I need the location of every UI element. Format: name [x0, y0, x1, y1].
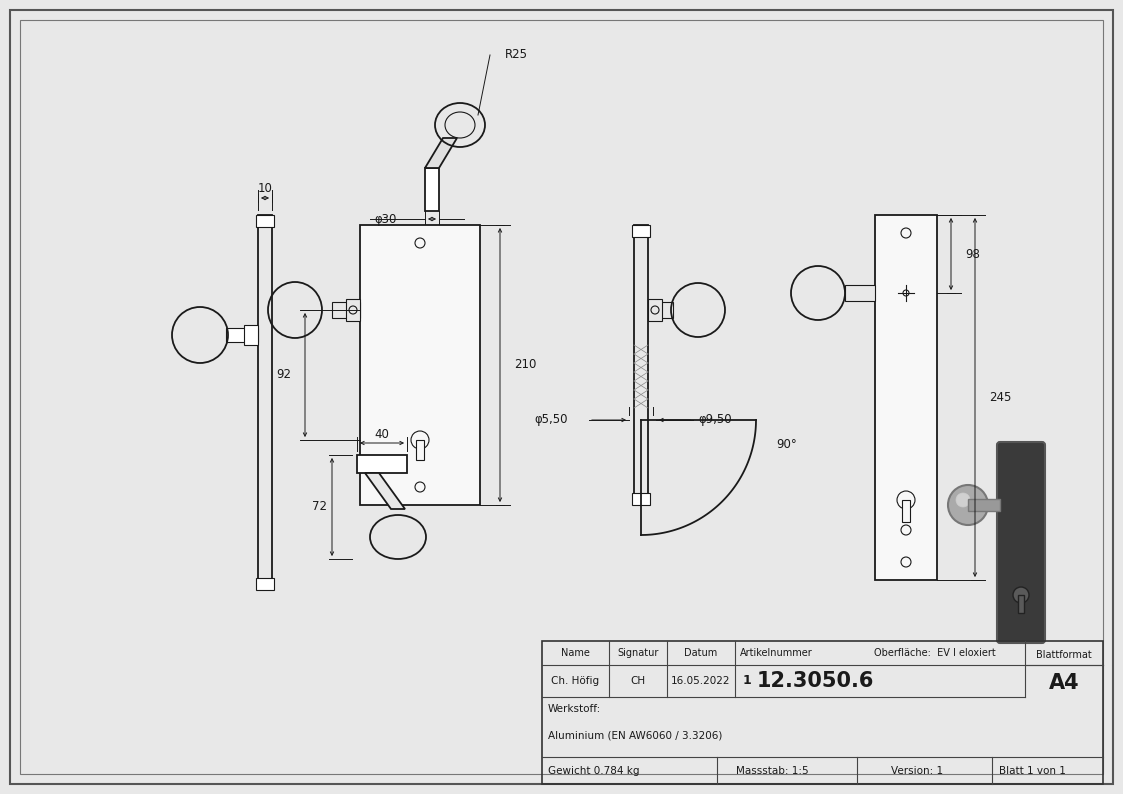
Bar: [256, 215, 274, 227]
Bar: [875, 215, 937, 580]
Bar: [346, 299, 360, 321]
Bar: [844, 285, 875, 301]
Text: Oberfläche:  EV I eloxiert: Oberfläche: EV I eloxiert: [874, 648, 996, 658]
Bar: [632, 225, 650, 237]
Bar: [634, 225, 648, 505]
Circle shape: [1013, 587, 1029, 603]
Text: Blatt 1 von 1: Blatt 1 von 1: [998, 765, 1066, 776]
Text: Massstab: 1:5: Massstab: 1:5: [736, 765, 809, 776]
Text: 16.05.2022: 16.05.2022: [672, 676, 731, 686]
Circle shape: [903, 290, 909, 296]
Bar: [360, 225, 480, 505]
Text: Werkstoff:: Werkstoff:: [548, 704, 601, 714]
Bar: [902, 500, 910, 522]
Text: CH: CH: [630, 676, 646, 686]
Text: 92: 92: [276, 368, 291, 381]
Text: 98: 98: [965, 248, 980, 260]
Text: Signatur: Signatur: [618, 648, 659, 658]
Text: Version: 1: Version: 1: [891, 765, 943, 776]
Text: Aluminium (EN AW6060 / 3.3206): Aluminium (EN AW6060 / 3.3206): [548, 730, 722, 740]
Text: φ5,50: φ5,50: [535, 414, 567, 426]
Text: 12.3050.6: 12.3050.6: [757, 671, 875, 691]
Bar: [258, 215, 272, 590]
Bar: [632, 493, 650, 505]
Bar: [256, 578, 274, 590]
Text: 10: 10: [257, 183, 273, 195]
Text: Ch. Höfig: Ch. Höfig: [551, 676, 600, 686]
Text: 1: 1: [743, 674, 751, 688]
Text: φ30: φ30: [375, 213, 398, 225]
Polygon shape: [365, 473, 405, 509]
Circle shape: [948, 485, 988, 525]
Text: 210: 210: [514, 359, 537, 372]
Bar: [424, 168, 439, 211]
Bar: [226, 328, 258, 342]
Text: Artikelnummer: Artikelnummer: [740, 648, 813, 658]
Bar: [648, 302, 673, 318]
Text: A4: A4: [1049, 673, 1079, 692]
Text: Name: Name: [562, 648, 590, 658]
Text: R25: R25: [505, 48, 528, 61]
Circle shape: [956, 493, 970, 507]
Text: Datum: Datum: [684, 648, 718, 658]
Text: Gewicht 0.784 kg: Gewicht 0.784 kg: [548, 765, 639, 776]
Bar: [244, 325, 258, 345]
Bar: [1019, 595, 1024, 613]
Bar: [332, 302, 360, 318]
Polygon shape: [424, 138, 457, 168]
Text: 40: 40: [375, 427, 390, 441]
Bar: [648, 299, 661, 321]
FancyBboxPatch shape: [997, 442, 1046, 643]
Bar: [968, 499, 999, 511]
Text: 90°: 90°: [776, 438, 796, 452]
Text: 245: 245: [989, 391, 1012, 404]
Bar: [416, 440, 424, 460]
Text: 72: 72: [312, 500, 327, 514]
Bar: [542, 641, 1103, 784]
Text: φ9,50: φ9,50: [699, 414, 731, 426]
Bar: [357, 455, 407, 473]
Text: Blattformat: Blattformat: [1037, 650, 1092, 661]
